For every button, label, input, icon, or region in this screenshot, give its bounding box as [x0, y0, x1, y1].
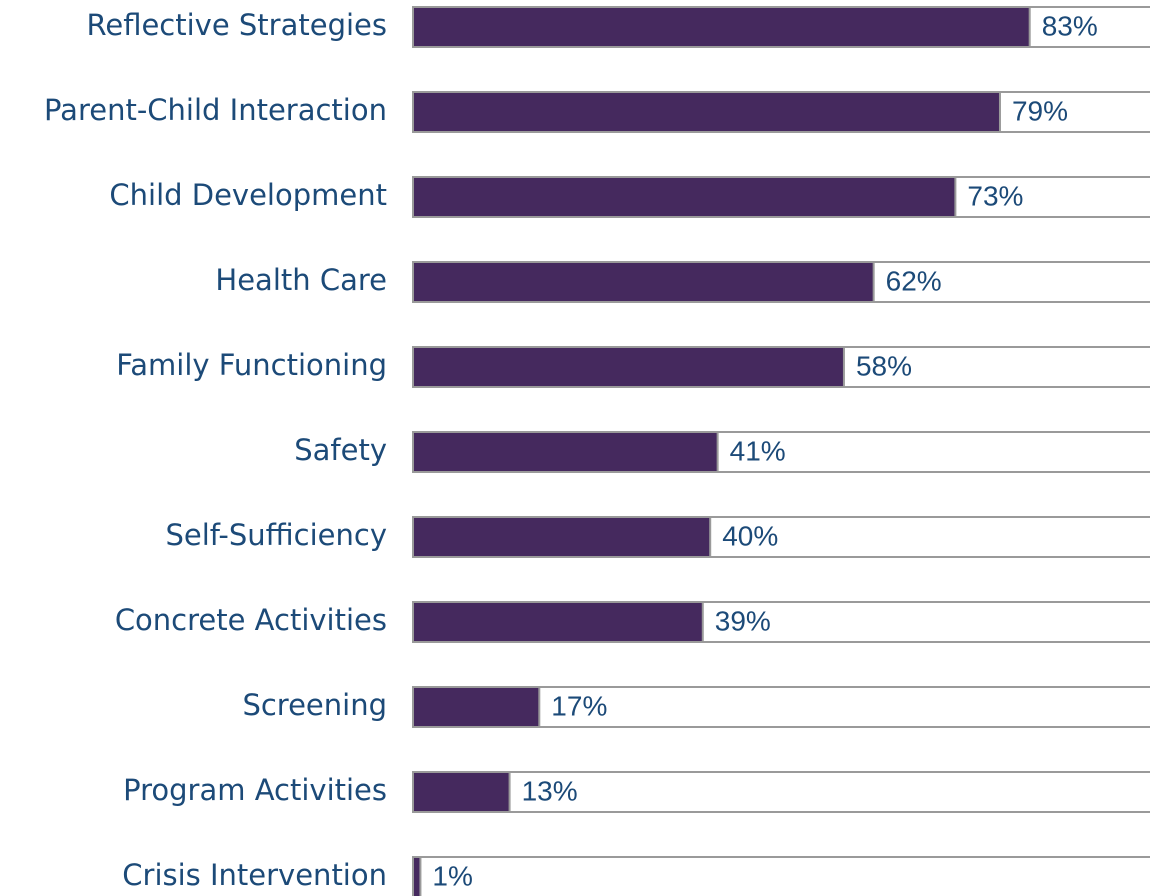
bar [412, 91, 1001, 133]
category-label: Crisis Intervention [122, 858, 387, 892]
category-label: Family Functioning [116, 348, 387, 382]
value-label: 73% [967, 180, 1023, 211]
category-label: Safety [294, 433, 387, 467]
category-label: Self-Sufficiency [165, 518, 387, 552]
category-label: Reflective Strategies [87, 8, 388, 42]
category-label: Parent-Child Interaction [44, 93, 387, 127]
value-label: 58% [856, 350, 912, 381]
value-label: 83% [1042, 10, 1098, 41]
value-label: 62% [886, 265, 942, 296]
bar [412, 431, 719, 473]
bar [412, 346, 845, 388]
bar [412, 516, 712, 558]
category-label: Screening [242, 688, 387, 722]
track [412, 771, 1150, 813]
category-label: Program Activities [123, 773, 387, 807]
category-label: Health Care [215, 263, 387, 297]
value-label: 13% [522, 775, 578, 806]
bar [412, 686, 541, 728]
value-label: 79% [1012, 95, 1068, 126]
track [412, 856, 1150, 896]
value-label: 41% [730, 435, 786, 466]
category-label: Child Development [109, 178, 387, 212]
value-label: 1% [432, 860, 472, 891]
bar [412, 601, 704, 643]
value-label: 17% [551, 690, 607, 721]
category-label: Concrete Activities [115, 603, 387, 637]
bar [412, 261, 875, 303]
bar [412, 176, 957, 218]
value-label: 40% [722, 520, 778, 551]
bar [412, 6, 1031, 48]
value-label: 39% [715, 605, 771, 636]
bar [412, 856, 422, 896]
bar [412, 771, 511, 813]
